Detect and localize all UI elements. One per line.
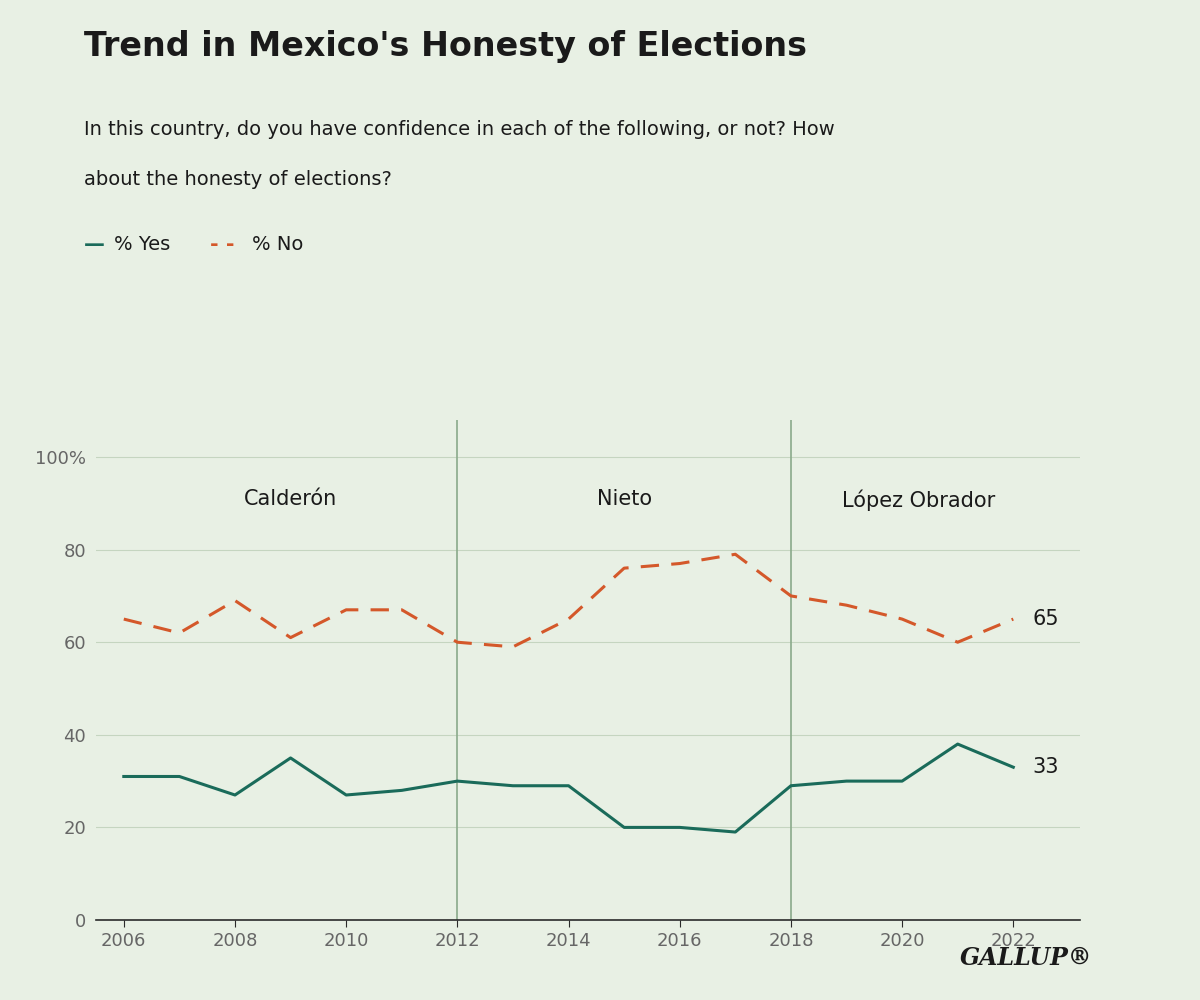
Text: Trend in Mexico's Honesty of Elections: Trend in Mexico's Honesty of Elections <box>84 30 808 63</box>
Text: - -: - - <box>210 235 234 255</box>
Text: GALLUP®: GALLUP® <box>960 946 1092 970</box>
Text: López Obrador: López Obrador <box>842 489 996 511</box>
Text: 65: 65 <box>1033 609 1060 629</box>
Text: about the honesty of elections?: about the honesty of elections? <box>84 170 392 189</box>
Text: In this country, do you have confidence in each of the following, or not? How: In this country, do you have confidence … <box>84 120 835 139</box>
Text: Nieto: Nieto <box>596 489 652 509</box>
Text: % No: % No <box>252 235 304 254</box>
Text: % Yes: % Yes <box>114 235 170 254</box>
Text: —: — <box>84 235 104 255</box>
Text: 33: 33 <box>1033 757 1060 777</box>
Text: Calderón: Calderón <box>244 489 337 509</box>
